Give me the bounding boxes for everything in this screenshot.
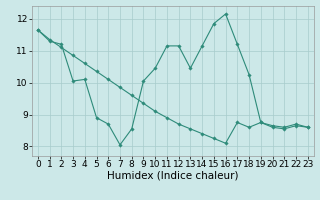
X-axis label: Humidex (Indice chaleur): Humidex (Indice chaleur) <box>107 171 238 181</box>
